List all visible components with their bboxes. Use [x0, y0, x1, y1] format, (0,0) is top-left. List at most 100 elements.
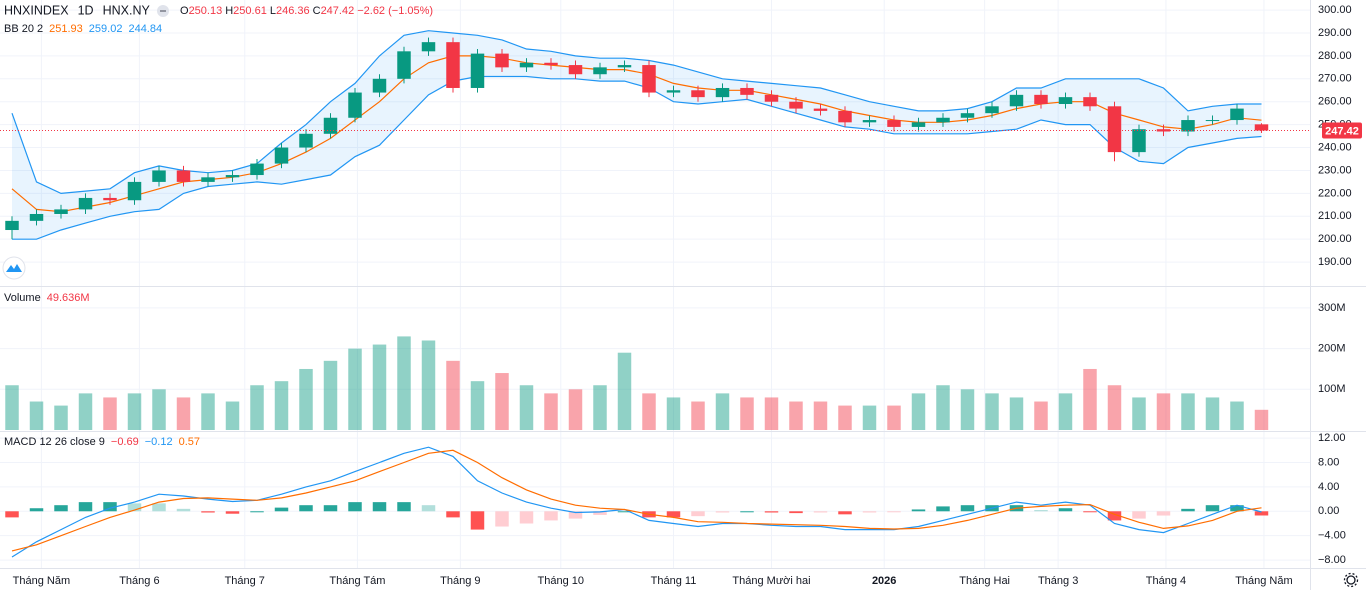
y-tick-label: 290.00	[1318, 27, 1352, 39]
volume-bar	[1156, 393, 1171, 430]
volume-bar	[127, 393, 142, 430]
macd-histogram	[29, 508, 44, 512]
candle-body	[1034, 94, 1048, 105]
macd-histogram	[372, 502, 387, 512]
macd-histogram	[593, 511, 607, 515]
macd-histogram	[1058, 508, 1073, 512]
volume-bar	[593, 385, 607, 430]
macd-histogram	[495, 511, 509, 527]
ohlc-label: L	[270, 5, 276, 17]
candle-body	[348, 92, 362, 118]
volume-bar	[1254, 409, 1269, 430]
candle-body	[617, 65, 632, 68]
macd-histogram	[5, 511, 19, 518]
candle-body	[838, 110, 852, 123]
candle-body	[397, 51, 411, 79]
y-tick-label: 8.00	[1318, 456, 1339, 468]
macd-value: 0.57	[179, 436, 200, 448]
volume-bar	[103, 397, 117, 430]
ohlc-value: 250.61	[233, 5, 267, 17]
candle-body	[446, 42, 460, 88]
volume-bar	[960, 389, 975, 430]
macd-histogram	[715, 511, 730, 513]
volume-bar	[470, 381, 485, 430]
candle-body	[593, 67, 607, 75]
macd-histogram	[887, 511, 901, 513]
candle-body	[519, 62, 534, 68]
volume-bar	[78, 393, 93, 430]
volume-bar	[176, 397, 191, 430]
volume-bar	[54, 405, 68, 430]
volume-bar	[201, 393, 215, 430]
exchange: HNX.NY	[103, 3, 151, 17]
x-tick-label: Tháng 10	[538, 575, 584, 587]
macd-histogram	[1132, 511, 1146, 519]
bb-label: BB 20 2	[4, 23, 43, 35]
macd-histogram	[544, 511, 558, 521]
ohlc-value: 246.36	[276, 5, 310, 17]
x-tick-label: 2026	[872, 575, 896, 587]
macd-histogram	[813, 511, 828, 513]
settings-icon[interactable]	[1343, 572, 1359, 588]
macd-value: −0.12	[145, 436, 173, 448]
candle-body	[78, 197, 93, 210]
volume-bar	[1034, 401, 1048, 430]
y-tick-label: 230.00	[1318, 164, 1352, 176]
x-tick-label: Tháng 11	[651, 575, 697, 587]
candle-body	[176, 170, 191, 182]
y-tick-label: 4.00	[1318, 481, 1339, 493]
volume-bar	[495, 373, 509, 430]
candle-body	[1107, 106, 1122, 153]
candle-body	[1254, 124, 1269, 131]
interval: 1D	[78, 3, 94, 17]
candle-body	[299, 133, 313, 148]
candle-body	[715, 87, 730, 98]
symbol: HNXINDEX	[4, 3, 69, 17]
volume-bar	[813, 401, 828, 430]
volume-bar	[225, 401, 240, 430]
candle-body	[1058, 97, 1073, 105]
macd-histogram	[911, 509, 926, 512]
volume-bar	[348, 348, 362, 430]
ohlc-label: O	[180, 5, 189, 17]
volume-bar	[642, 393, 656, 430]
x-tick-label: Tháng Hai	[959, 575, 1010, 587]
candle-body	[862, 120, 877, 123]
candle-body	[5, 220, 19, 231]
volume-bar	[838, 405, 852, 430]
candle-body	[985, 106, 999, 114]
y-tick-label: 190.00	[1318, 256, 1352, 268]
macd-histogram	[152, 503, 166, 512]
last-price-label: 247.42	[1325, 125, 1359, 137]
macd-histogram	[666, 511, 681, 518]
macd-histogram	[1156, 511, 1171, 516]
volume-bar	[985, 393, 999, 430]
volume-label: Volume	[4, 292, 41, 304]
macd-histogram	[691, 511, 705, 517]
change: −2.62 (−1.05%)	[357, 5, 433, 17]
x-tick-label: Tháng 7	[225, 575, 265, 587]
macd-histogram	[299, 505, 313, 512]
macd-histogram	[1107, 511, 1122, 521]
macd-histogram	[421, 505, 436, 512]
candle-body	[789, 101, 803, 109]
candle-body	[1083, 97, 1097, 107]
x-tick-label: Tháng 3	[1038, 575, 1078, 587]
candle-body	[936, 117, 950, 123]
bb-lower	[12, 75, 1262, 240]
y-tick-label: 240.00	[1318, 141, 1352, 153]
logo[interactable]	[2, 256, 26, 280]
macd-histogram	[397, 502, 411, 512]
candle-body	[29, 213, 44, 221]
candle-body	[666, 90, 681, 93]
volume-bar	[250, 385, 264, 430]
macd-histogram	[54, 505, 68, 512]
volume-bar	[397, 336, 411, 430]
volume-bar	[1107, 385, 1122, 430]
volume-bar	[1058, 393, 1073, 430]
volume-bar	[29, 401, 44, 430]
volume-bar	[323, 360, 338, 430]
volume-bar	[544, 393, 558, 430]
x-tick-label: Tháng 6	[119, 575, 159, 587]
